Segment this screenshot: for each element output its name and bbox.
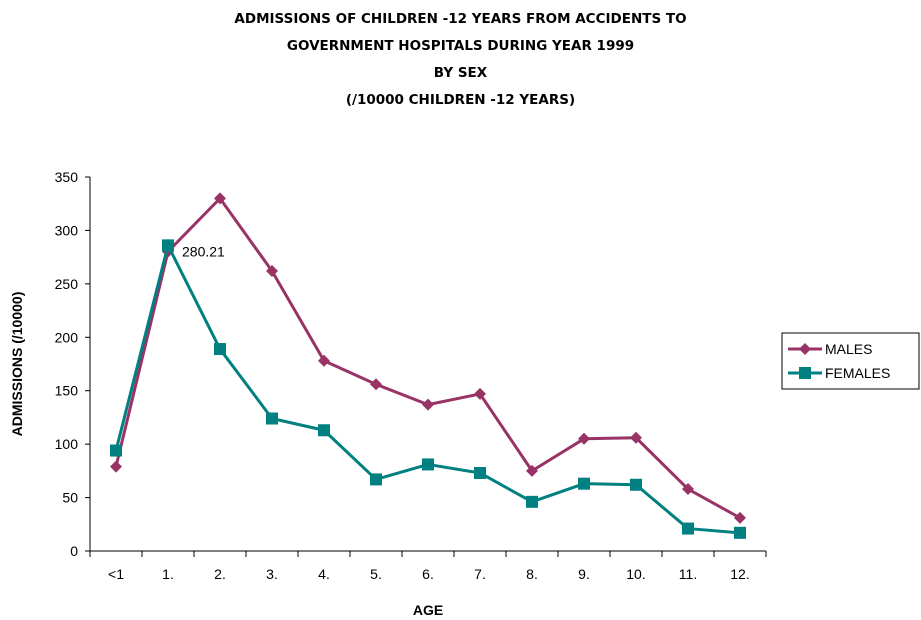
legend: MALES FEMALES bbox=[781, 332, 920, 390]
data-point-females bbox=[682, 522, 694, 535]
data-point-females bbox=[630, 478, 642, 491]
y-tick-label: 350 bbox=[55, 169, 79, 185]
y-axis-title: ADMISSIONS (/10000) bbox=[9, 292, 25, 437]
y-tick-label: 200 bbox=[55, 329, 79, 345]
data-point-males bbox=[318, 354, 330, 367]
x-tick-label: 5. bbox=[370, 566, 382, 582]
data-point-males bbox=[682, 483, 694, 496]
legend-label-males: MALES bbox=[825, 341, 872, 357]
data-point-females bbox=[526, 495, 538, 508]
x-tick-label: 9. bbox=[578, 566, 590, 582]
data-point-females bbox=[110, 444, 122, 457]
data-point-males bbox=[422, 398, 434, 411]
x-tick-label: 6. bbox=[422, 566, 434, 582]
y-tick-label: 150 bbox=[55, 383, 79, 399]
chart-title-line: GOVERNMENT HOSPITALS DURING YEAR 1999 bbox=[286, 38, 635, 54]
legend-label-females: FEMALES bbox=[825, 365, 890, 381]
data-point-females bbox=[734, 526, 746, 539]
data-point-males bbox=[266, 265, 278, 278]
series-line-females bbox=[114, 243, 741, 535]
x-tick-label: 3. bbox=[266, 566, 278, 582]
x-axis-title: AGE bbox=[413, 602, 443, 618]
data-point-females bbox=[162, 239, 174, 252]
chart-title-line: BY SEX bbox=[433, 65, 488, 81]
data-point-females bbox=[474, 466, 486, 479]
y-tick-label: 100 bbox=[55, 436, 79, 452]
x-tick-label: 11. bbox=[679, 566, 697, 582]
y-tick-label: 250 bbox=[55, 276, 79, 292]
data-point-males bbox=[578, 432, 590, 445]
data-point-males bbox=[370, 378, 382, 391]
labels-layer: 280.21 bbox=[182, 244, 225, 260]
series-layer bbox=[110, 192, 746, 539]
legend-box bbox=[781, 332, 920, 390]
data-point-females bbox=[578, 477, 590, 490]
chart-title-line: ADMISSIONS OF CHILDREN -12 YEARS FROM AC… bbox=[234, 11, 687, 27]
data-point-males bbox=[630, 431, 642, 444]
y-tick-label: 300 bbox=[55, 222, 79, 238]
data-label: 280.21 bbox=[182, 244, 225, 260]
data-point-males bbox=[110, 460, 122, 473]
data-point-males bbox=[734, 511, 746, 524]
legend-marker-males bbox=[799, 343, 811, 355]
x-tick-label: <1 bbox=[108, 566, 124, 582]
x-tick-label: 1. bbox=[162, 566, 174, 582]
chart-title-line: (/10000 CHILDREN -12 YEARS) bbox=[345, 92, 576, 108]
data-point-females bbox=[318, 424, 330, 437]
data-point-males bbox=[474, 387, 486, 400]
data-point-females bbox=[422, 458, 434, 471]
data-point-males bbox=[214, 192, 226, 205]
data-point-females bbox=[214, 343, 226, 356]
y-tick-label: 50 bbox=[62, 490, 78, 506]
axes: 0 50 100 150 200 250 300 350 <1 1. 2. 3. 4. 5. 6. 7. 8. 9… bbox=[9, 169, 767, 618]
x-tick-label: 8. bbox=[526, 566, 538, 582]
x-tick-label: 10. bbox=[626, 566, 645, 582]
x-tick-label: 12. bbox=[730, 566, 749, 582]
x-tick-label: 2. bbox=[214, 566, 226, 582]
x-tick-label: 4. bbox=[318, 566, 330, 582]
chart-title: ADMISSIONS OF CHILDREN -12 YEARS FROM AC… bbox=[0, 6, 921, 114]
x-tick-label: 7. bbox=[474, 566, 486, 582]
y-tick-label: 0 bbox=[70, 543, 78, 559]
data-point-males bbox=[526, 464, 538, 477]
data-point-females bbox=[266, 412, 278, 425]
data-point-females bbox=[370, 473, 382, 486]
legend-marker-females bbox=[799, 367, 811, 379]
